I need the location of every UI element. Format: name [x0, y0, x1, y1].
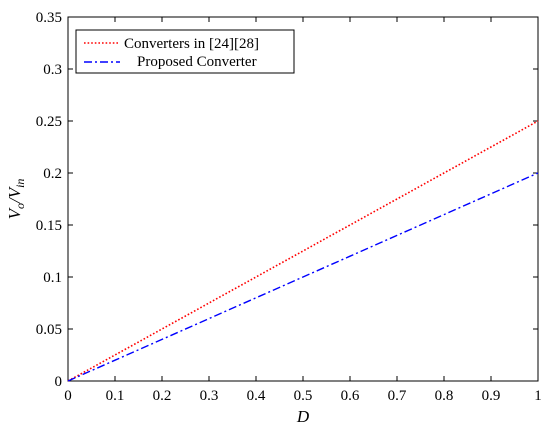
x-tick-label: 0: [64, 388, 72, 404]
y-tick-label: 0.25: [36, 114, 62, 130]
x-tick-label: 0.3: [200, 388, 219, 404]
x-tick-label: 0.7: [388, 388, 407, 404]
series-line-converters: [67, 120, 539, 382]
y-tick-label: 0.15: [36, 218, 62, 234]
y-tick-label: 0.35: [36, 10, 62, 26]
y-tick-label: 0.1: [43, 270, 62, 286]
y-tick-label: 0.2: [43, 166, 62, 182]
x-tick-label: 0.4: [247, 388, 266, 404]
x-axis-label: D: [296, 407, 310, 426]
x-tick-label: 1: [534, 388, 542, 404]
y-tick-label: 0.05: [36, 322, 62, 338]
y-axis-ticks: 0 0.05 0.1 0.15 0.2 0.25 0.3 0.35: [36, 10, 538, 390]
x-tick-label: 0.1: [106, 388, 125, 404]
legend-box: [75, 29, 295, 74]
x-tick-label: 0.6: [341, 388, 360, 404]
x-axis-ticks: 0 0.1 0.2 0.3 0.4 0.5 0.6 0.7 0.8 0.9 1: [64, 17, 542, 404]
plot-area: [67, 16, 539, 382]
legend-label-converters: Converters in [24][28]: [124, 36, 259, 52]
x-tick-label: 0.2: [153, 388, 172, 404]
series-layer: [67, 120, 539, 382]
legend-label-proposed: Proposed Converter: [137, 54, 257, 70]
x-tick-label: 0.9: [482, 388, 501, 404]
x-tick-label: 0.5: [294, 388, 313, 404]
x-tick-label: 0.8: [435, 388, 454, 404]
y-tick-label: 0.3: [43, 62, 62, 78]
y-axis-label: Vo/Vin: [5, 179, 27, 220]
series-line-proposed: [67, 172, 539, 382]
legend: Converters in [24][28] Proposed Converte…: [75, 29, 295, 74]
y-tick-label: 0: [55, 374, 63, 390]
